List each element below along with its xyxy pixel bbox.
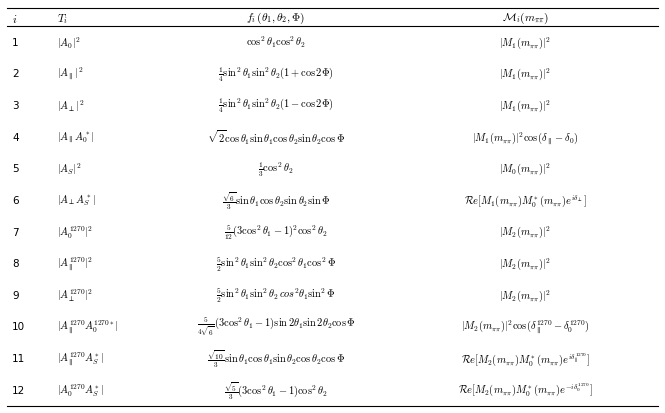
- Text: 8: 8: [12, 259, 19, 268]
- Text: $i$: $i$: [12, 13, 17, 24]
- Text: 12: 12: [12, 385, 25, 395]
- Text: $|A_S|^2$: $|A_S|^2$: [57, 161, 81, 177]
- Text: $|M_1(m_{\pi\pi})|^2$: $|M_1(m_{\pi\pi})|^2$: [499, 66, 551, 82]
- Text: $|M_1(m_{\pi\pi})|^2$: $|M_1(m_{\pi\pi})|^2$: [499, 35, 551, 50]
- Text: $|A_\perp A_S^*|$: $|A_\perp A_S^*|$: [57, 193, 95, 208]
- Text: $\frac{5}{2}\sin^2\theta_1\sin^2\theta_2\cos^2\theta_1\cos^2\Phi$: $\frac{5}{2}\sin^2\theta_1\sin^2\theta_2…: [216, 254, 336, 273]
- Text: $\sqrt{2}\cos\theta_1\sin\theta_1\cos\theta_2\sin\theta_2\cos\Phi$: $\sqrt{2}\cos\theta_1\sin\theta_1\cos\th…: [207, 128, 345, 147]
- Text: $\frac{\sqrt{10}}{3}\sin\theta_1\cos\theta_1\sin\theta_2\cos\theta_2\cos\Phi$: $\frac{\sqrt{10}}{3}\sin\theta_1\cos\the…: [207, 347, 345, 369]
- Text: $\cos^2\theta_1\cos^2\theta_2$: $\cos^2\theta_1\cos^2\theta_2$: [246, 35, 306, 50]
- Text: $|M_2(m_{\pi\pi})|^2$: $|M_2(m_{\pi\pi})|^2$: [499, 224, 551, 240]
- Text: $|M_2(m_{\pi\pi})|^2$: $|M_2(m_{\pi\pi})|^2$: [499, 287, 551, 303]
- Text: $\frac{5}{2}\sin^2\theta_1\sin^2\theta_2\,\mathit{cos}^2\theta_1\sin^2\Phi$: $\frac{5}{2}\sin^2\theta_1\sin^2\theta_2…: [216, 286, 336, 304]
- Text: 3: 3: [12, 101, 19, 111]
- Text: $f_i\,(\theta_1, \theta_2, \Phi)$: $f_i\,(\theta_1, \theta_2, \Phi)$: [247, 11, 305, 26]
- Text: $|A_\parallel^{1270}|^2$: $|A_\parallel^{1270}|^2$: [57, 255, 92, 272]
- Text: 4: 4: [12, 132, 19, 142]
- Text: $|A_\parallel|^2$: $|A_\parallel|^2$: [57, 66, 83, 82]
- Text: 10: 10: [12, 322, 25, 332]
- Text: $|M_0(m_{\pi\pi})|^2$: $|M_0(m_{\pi\pi})|^2$: [499, 161, 551, 177]
- Text: $\mathcal{R}e[M_2(m_{\pi\pi})M_0^*(m_{\pi\pi})e^{i\delta_\parallel^{1270}}]$: $\mathcal{R}e[M_2(m_{\pi\pi})M_0^*(m_{\p…: [461, 350, 590, 367]
- Text: 1: 1: [12, 38, 19, 47]
- Text: $|A_\perp|^2$: $|A_\perp|^2$: [57, 98, 84, 114]
- Text: $|M_2(m_{\pi\pi})|^2\cos(\delta_\parallel^{1270}-\delta_0^{1270})$: $|M_2(m_{\pi\pi})|^2\cos(\delta_\paralle…: [461, 318, 590, 335]
- Text: $|M_1(m_{\pi\pi})|^2\cos(\delta_\parallel - \delta_0)$: $|M_1(m_{\pi\pi})|^2\cos(\delta_\paralle…: [472, 129, 579, 145]
- Text: $|A_\parallel^{1270}A_S^*|$: $|A_\parallel^{1270}A_S^*|$: [57, 350, 104, 367]
- Text: 5: 5: [12, 164, 19, 174]
- Text: $\frac{5}{12}(3\cos^2\theta_1-1)^2\cos^2\theta_2$: $\frac{5}{12}(3\cos^2\theta_1-1)^2\cos^2…: [224, 223, 328, 241]
- Text: $\mathcal{M}_i(m_{\pi\pi})$: $\mathcal{M}_i(m_{\pi\pi})$: [502, 11, 549, 26]
- Text: $\frac{1}{4}\sin^2\theta_1\sin^2\theta_2(1-\cos 2\Phi)$: $\frac{1}{4}\sin^2\theta_1\sin^2\theta_2…: [218, 97, 334, 115]
- Text: $|A_\parallel^{1270}A_0^{1270*}|$: $|A_\parallel^{1270}A_0^{1270*}|$: [57, 318, 118, 335]
- Text: $|A_0^{1270}|^2$: $|A_0^{1270}|^2$: [57, 224, 92, 240]
- Text: $\mathcal{R}e[M_1(m_{\pi\pi})M_0^*(m_{\pi\pi})e^{i\delta_\perp}]$: $\mathcal{R}e[M_1(m_{\pi\pi})M_0^*(m_{\p…: [464, 192, 587, 208]
- Text: $\mathcal{R}e[M_2(m_{\pi\pi})M_0^*(m_{\pi\pi})e^{-i\delta_0^{1270}}]$: $\mathcal{R}e[M_2(m_{\pi\pi})M_0^*(m_{\p…: [458, 381, 593, 399]
- Text: $|M_1(m_{\pi\pi})|^2$: $|M_1(m_{\pi\pi})|^2$: [499, 98, 551, 114]
- Text: $|A_0|^2$: $|A_0|^2$: [57, 35, 80, 50]
- Text: $|M_2(m_{\pi\pi})|^2$: $|M_2(m_{\pi\pi})|^2$: [499, 256, 551, 271]
- Text: 6: 6: [12, 195, 19, 205]
- Text: $\frac{5}{4\sqrt{6}}(3\cos^2\theta_1-1)\sin 2\theta_1\sin 2\theta_2\cos\Phi$: $\frac{5}{4\sqrt{6}}(3\cos^2\theta_1-1)\…: [197, 315, 355, 339]
- Text: $\frac{1}{4}\sin^2\theta_1\sin^2\theta_2(1+\cos 2\Phi)$: $\frac{1}{4}\sin^2\theta_1\sin^2\theta_2…: [218, 65, 334, 83]
- Text: 2: 2: [12, 69, 19, 79]
- Text: $|A_0^{1270}A_S^*|$: $|A_0^{1270}A_S^*|$: [57, 382, 104, 398]
- Text: $|A_\parallel A_0^*|$: $|A_\parallel A_0^*|$: [57, 130, 94, 145]
- Text: $\frac{1}{3}\cos^2\theta_2$: $\frac{1}{3}\cos^2\theta_2$: [258, 159, 294, 178]
- Text: 11: 11: [12, 353, 25, 363]
- Text: 7: 7: [12, 227, 19, 237]
- Text: 9: 9: [12, 290, 19, 300]
- Text: $T_i$: $T_i$: [57, 12, 68, 26]
- Text: $|A_\perp^{1270}|^2$: $|A_\perp^{1270}|^2$: [57, 287, 92, 303]
- Text: $\frac{\sqrt{6}}{3}\sin\theta_1\cos\theta_2\sin\theta_2\sin\Phi$: $\frac{\sqrt{6}}{3}\sin\theta_1\cos\thet…: [221, 190, 331, 211]
- Text: $\frac{\sqrt{5}}{3}(3\cos^2\theta_1-1)\cos^2\theta_2$: $\frac{\sqrt{5}}{3}(3\cos^2\theta_1-1)\c…: [224, 379, 328, 401]
